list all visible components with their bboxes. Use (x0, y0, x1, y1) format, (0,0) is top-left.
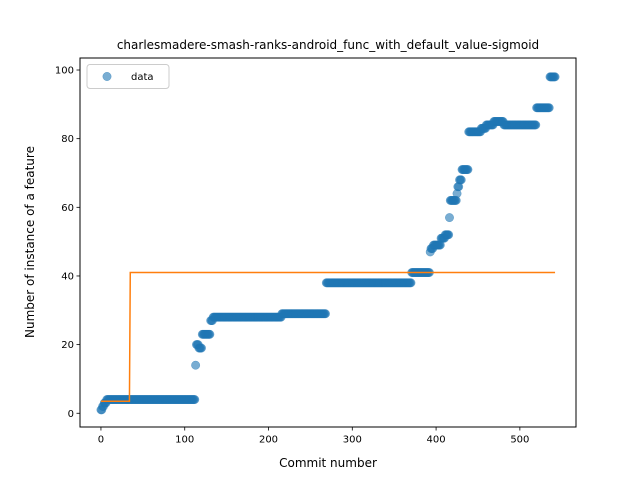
x-tick-label: 0 (98, 435, 104, 446)
legend-box (86, 64, 170, 89)
data-point (445, 213, 454, 223)
data-point (463, 165, 473, 175)
data-point (544, 103, 554, 113)
y-tick-label: 20 (61, 340, 74, 351)
y-tick-label: 100 (55, 66, 74, 77)
data-point (197, 343, 206, 353)
x-axis-title: Commit number (279, 456, 377, 470)
x-tick-label: 100 (175, 435, 194, 446)
x-axis: 0 100 200 300 400 500 (98, 427, 529, 446)
data-point (444, 230, 454, 240)
y-tick-label: 0 (68, 409, 74, 420)
fit-line (100, 271, 556, 403)
x-tick-label: 200 (259, 435, 278, 446)
y-tick-label: 40 (61, 271, 74, 282)
x-tick-label: 500 (510, 435, 529, 446)
data-point (406, 278, 416, 288)
x-tick-label: 300 (343, 435, 362, 446)
legend: data (86, 64, 170, 89)
y-tick-label: 80 (61, 134, 74, 145)
data-point (550, 72, 560, 82)
data-point (531, 120, 541, 130)
data-point (205, 329, 215, 339)
data-point (191, 360, 201, 370)
legend-label: data (131, 72, 154, 83)
axes-frame (79, 57, 577, 428)
x-tick-label: 400 (427, 435, 446, 446)
chart-title: charlesmadere-smash-ranks-android_func_w… (117, 38, 539, 52)
data-point (190, 395, 200, 404)
y-axis-title: Number of instance of a feature (23, 146, 37, 338)
y-axis: 0 20 40 60 80 100 (55, 66, 80, 420)
legend-marker (102, 72, 112, 81)
data-point (456, 175, 466, 185)
y-tick-label: 60 (61, 203, 74, 214)
plot-area (96, 72, 560, 415)
data-point (321, 309, 330, 319)
